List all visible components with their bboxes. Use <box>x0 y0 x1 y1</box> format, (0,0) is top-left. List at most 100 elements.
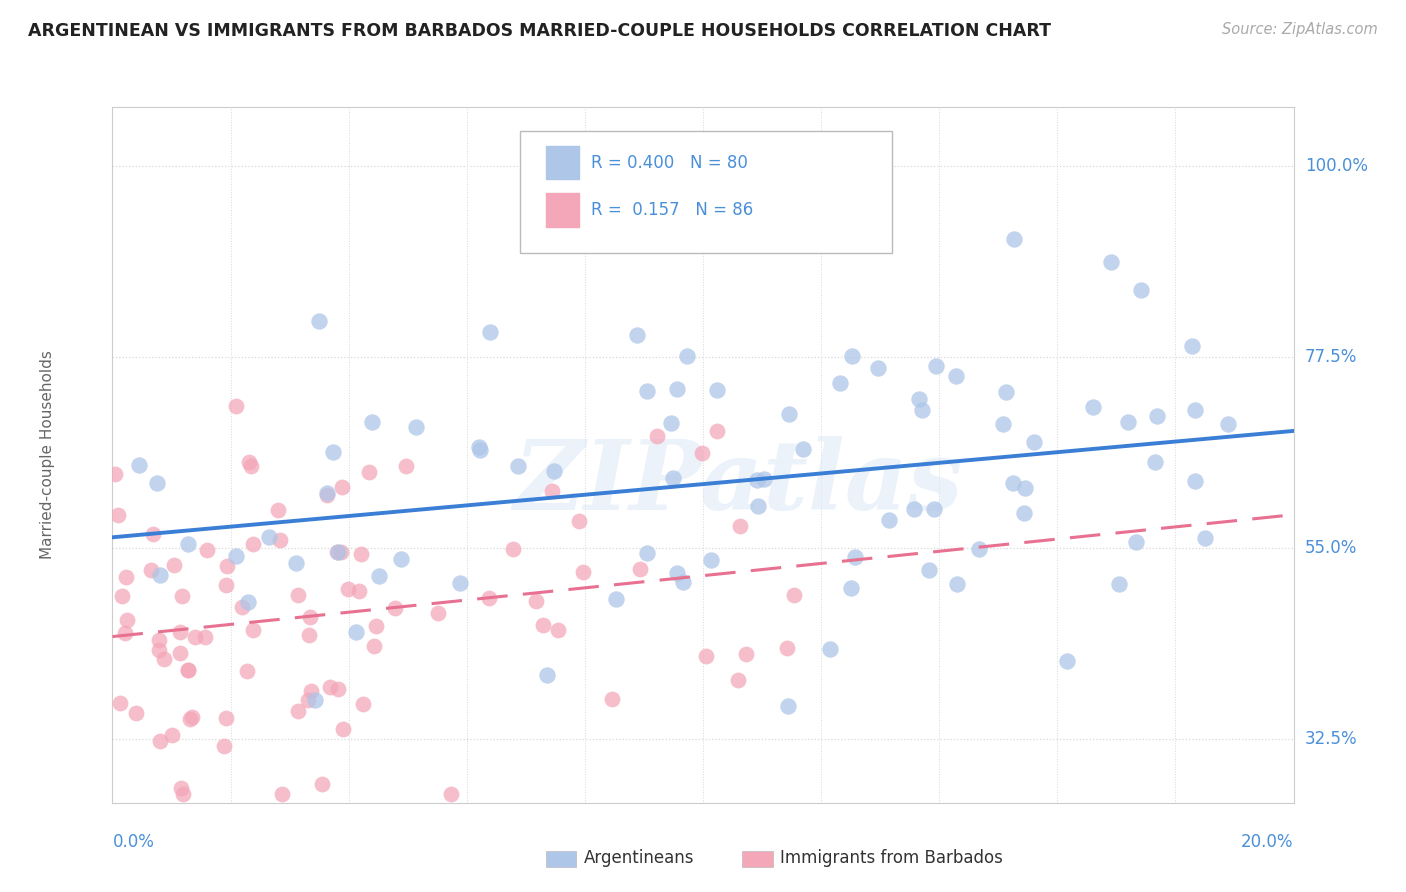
Point <box>183 631 205 645</box>
Point <box>841 581 863 595</box>
Text: 0.0%: 0.0% <box>112 833 155 851</box>
Point <box>1181 339 1204 353</box>
Point <box>236 594 259 608</box>
Point <box>908 392 931 406</box>
Point <box>1184 403 1206 417</box>
Point <box>215 710 238 724</box>
Point <box>236 665 259 679</box>
Point <box>177 664 200 678</box>
Point <box>1002 476 1025 491</box>
Point <box>318 681 340 695</box>
Text: Source: ZipAtlas.com: Source: ZipAtlas.com <box>1222 22 1378 37</box>
Point <box>328 681 350 696</box>
Point <box>395 459 418 474</box>
Point <box>266 502 288 516</box>
Point <box>329 545 352 559</box>
Point <box>110 696 132 710</box>
Point <box>172 787 194 801</box>
Point <box>903 502 925 516</box>
Point <box>531 618 554 632</box>
Point <box>666 566 689 580</box>
Point <box>148 633 170 648</box>
Point <box>242 536 264 550</box>
Text: 77.5%: 77.5% <box>1305 349 1357 367</box>
Point <box>700 553 723 567</box>
Point <box>315 486 337 500</box>
Point <box>967 542 990 557</box>
Point <box>169 646 191 660</box>
Point <box>502 542 524 557</box>
Point <box>695 649 717 664</box>
Point <box>225 399 247 413</box>
Point <box>311 777 333 791</box>
Point <box>359 465 381 479</box>
Point <box>994 384 1017 399</box>
Point <box>1194 531 1216 545</box>
Point <box>1125 534 1147 549</box>
Point <box>1083 401 1105 415</box>
Text: Married-couple Households: Married-couple Households <box>39 351 55 559</box>
Point <box>257 530 280 544</box>
Point <box>543 464 565 478</box>
Point <box>269 533 291 547</box>
Point <box>128 458 150 472</box>
Point <box>776 640 799 655</box>
Point <box>440 787 463 801</box>
Point <box>1116 415 1139 429</box>
Point <box>828 376 851 391</box>
Bar <box>546 194 579 227</box>
Point <box>844 549 866 564</box>
Point <box>330 480 353 494</box>
Point <box>142 527 165 541</box>
Point <box>115 570 138 584</box>
Text: R =  0.157   N = 86: R = 0.157 N = 86 <box>591 201 754 219</box>
Point <box>467 440 489 454</box>
Point <box>139 563 162 577</box>
Point <box>125 706 148 721</box>
Point <box>170 780 193 795</box>
Point <box>449 576 471 591</box>
Point <box>326 545 349 559</box>
Point <box>368 569 391 583</box>
Point <box>866 361 889 376</box>
Point <box>946 577 969 591</box>
Point <box>149 734 172 748</box>
FancyBboxPatch shape <box>520 131 891 253</box>
Point <box>111 589 134 603</box>
Point <box>924 502 946 516</box>
Point <box>299 683 322 698</box>
Point <box>1056 654 1078 668</box>
Bar <box>546 146 579 179</box>
Point <box>1099 255 1122 269</box>
Point <box>605 591 627 606</box>
Point <box>212 739 235 754</box>
Point <box>879 513 901 527</box>
Point <box>195 542 218 557</box>
Point <box>405 420 427 434</box>
Point <box>287 588 309 602</box>
Point <box>1146 409 1168 423</box>
Text: 20.0%: 20.0% <box>1241 833 1294 851</box>
Point <box>792 442 814 456</box>
Point <box>568 514 591 528</box>
Point <box>238 455 260 469</box>
Point <box>508 458 530 473</box>
Point <box>925 359 948 374</box>
Point <box>572 565 595 579</box>
Text: Immigrants from Barbados: Immigrants from Barbados <box>780 849 1004 867</box>
Point <box>1022 434 1045 449</box>
Text: Argentineans: Argentineans <box>583 849 695 867</box>
Point <box>1014 481 1036 495</box>
Point <box>179 713 201 727</box>
Text: ARGENTINEAN VS IMMIGRANTS FROM BARBADOS MARRIED-COUPLE HOUSEHOLDS CORRELATION CH: ARGENTINEAN VS IMMIGRANTS FROM BARBADOS … <box>28 22 1052 40</box>
Text: 100.0%: 100.0% <box>1305 157 1368 176</box>
Point <box>332 722 354 736</box>
Point <box>752 472 775 486</box>
Point <box>172 590 194 604</box>
Point <box>363 639 385 653</box>
Point <box>239 459 262 474</box>
Point <box>326 545 349 559</box>
Point <box>1002 231 1025 245</box>
Point <box>366 618 388 632</box>
Point <box>242 623 264 637</box>
